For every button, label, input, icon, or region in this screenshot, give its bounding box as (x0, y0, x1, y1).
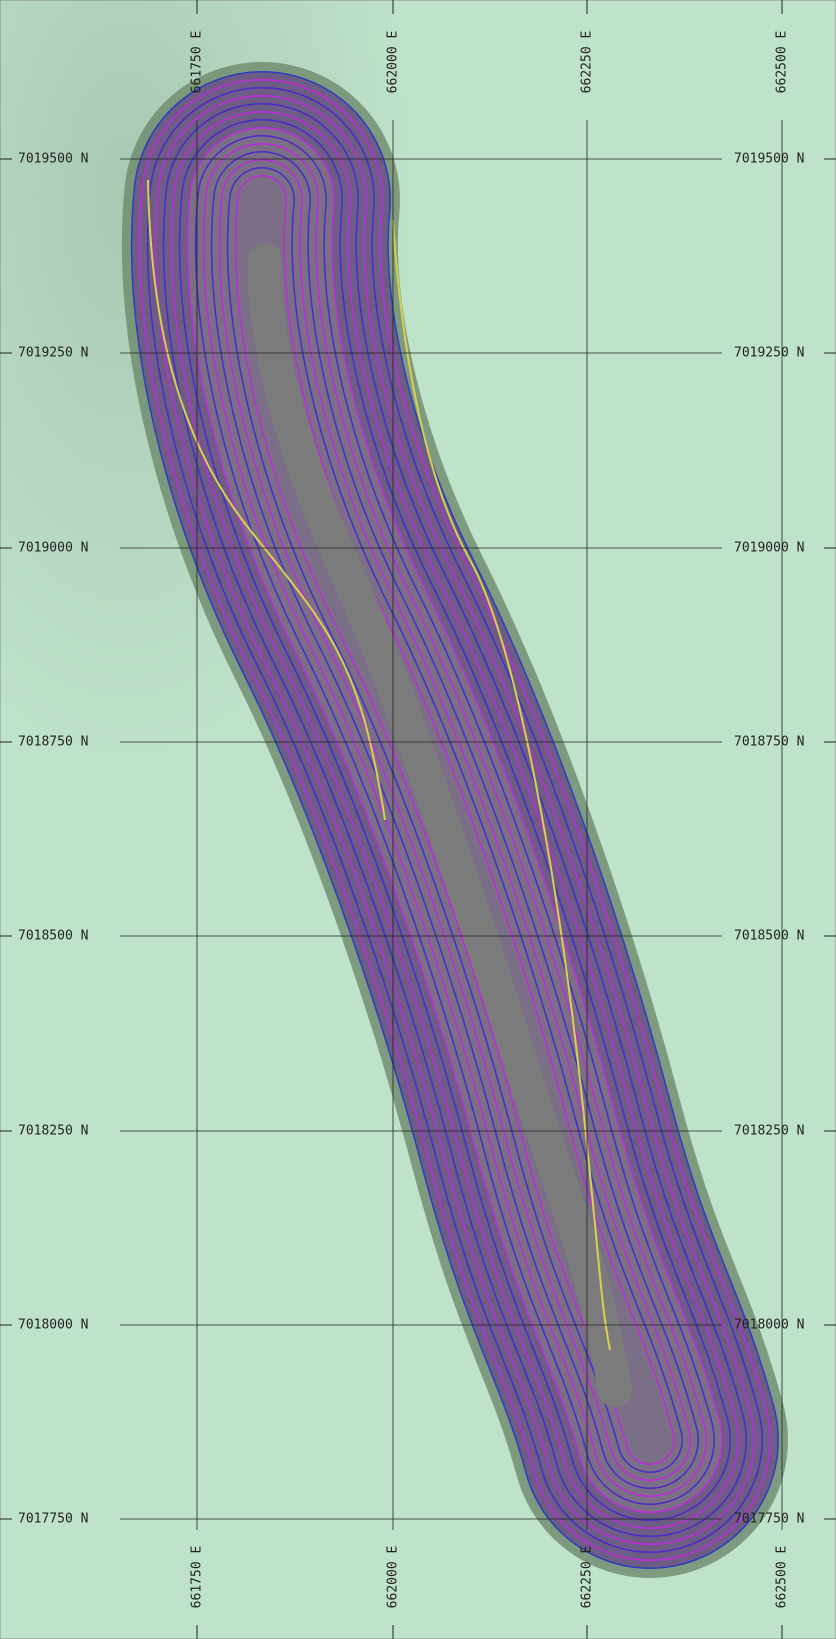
northing-label: 7019000 N (734, 541, 804, 556)
ramp (392, 219, 611, 1351)
easting-label: 661750 E (190, 1546, 205, 1609)
northing-label: 7019500 N (734, 152, 804, 167)
northing-label: 7018250 N (18, 1124, 88, 1139)
easting-label: 662250 E (580, 1546, 595, 1609)
northing-label: 7018500 N (18, 929, 88, 944)
northing-label: 7017750 N (18, 1512, 88, 1527)
easting-label: 661750 E (190, 31, 205, 94)
easting-label: 662500 E (775, 1546, 790, 1609)
northing-label: 7019500 N (18, 152, 88, 167)
northing-label: 7018750 N (18, 735, 88, 750)
northing-label: 7018750 N (734, 735, 804, 750)
northing-label: 7018250 N (734, 1124, 804, 1139)
northing-label: 7018000 N (18, 1318, 88, 1333)
northing-label: 7019250 N (18, 346, 88, 361)
northing-label: 7018500 N (734, 929, 804, 944)
easting-label: 662000 E (386, 31, 401, 94)
pit-design (121, 62, 788, 1578)
ramp (147, 179, 386, 821)
northing-label: 7019000 N (18, 541, 88, 556)
northing-label: 7019250 N (734, 346, 804, 361)
easting-label: 662000 E (386, 1546, 401, 1609)
northing-label: 7018000 N (734, 1318, 804, 1333)
easting-label: 662250 E (580, 31, 595, 94)
easting-label: 662500 E (775, 31, 790, 94)
pit-floor (247, 243, 632, 1407)
northing-label: 7017750 N (734, 1512, 804, 1527)
